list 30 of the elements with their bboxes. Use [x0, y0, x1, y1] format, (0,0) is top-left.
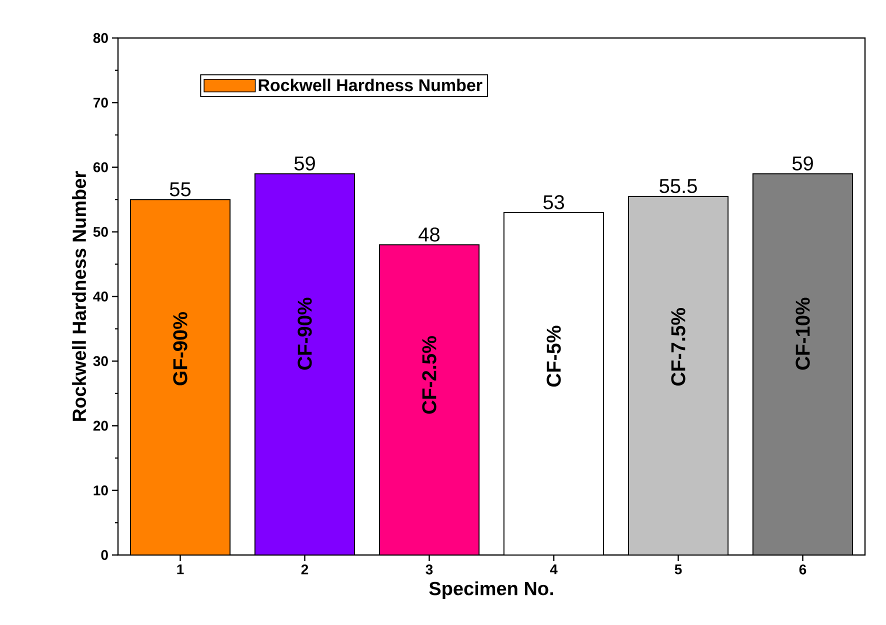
y-tick-label: 80	[93, 33, 108, 43]
x-tick-label: 6	[799, 564, 806, 574]
y-axis-title: Rockwell Hardness Number	[72, 171, 86, 421]
y-tick-label: 10	[94, 485, 108, 496]
y-tick-label: 50	[93, 226, 108, 237]
x-tick-label: 2	[301, 564, 308, 574]
annotation: CF-5%	[546, 326, 561, 387]
x-tick-label: 5	[674, 564, 682, 574]
data-label: 59	[792, 156, 813, 171]
annotation: GF-90%	[173, 312, 188, 386]
data-label: 48	[418, 227, 440, 242]
data-label: 55.5	[660, 179, 697, 194]
x-tick-label: 4	[550, 564, 558, 574]
y-tick-label: 20	[93, 420, 108, 431]
x-axis-title: Specimen No.	[429, 581, 553, 600]
data-label: 59	[294, 156, 315, 171]
annotation: CF-7.5%	[671, 308, 686, 386]
data-label: 55	[170, 182, 191, 196]
y-tick-label: 30	[93, 356, 108, 366]
legend-label: Rockwell Hardness Number	[258, 78, 482, 92]
x-tick-label: 1	[177, 564, 184, 574]
x-tick-label: 3	[426, 564, 433, 574]
annotation: CF-2.5%	[422, 336, 436, 414]
y-tick-label: 0	[101, 550, 108, 560]
y-tick-label: 60	[93, 162, 108, 172]
annotation: CF-90%	[298, 298, 312, 370]
annotation: CF-10%	[796, 298, 810, 370]
data-label: 53	[543, 195, 564, 210]
y-tick-label: 40	[93, 292, 108, 302]
y-tick-label: 70	[93, 98, 108, 108]
